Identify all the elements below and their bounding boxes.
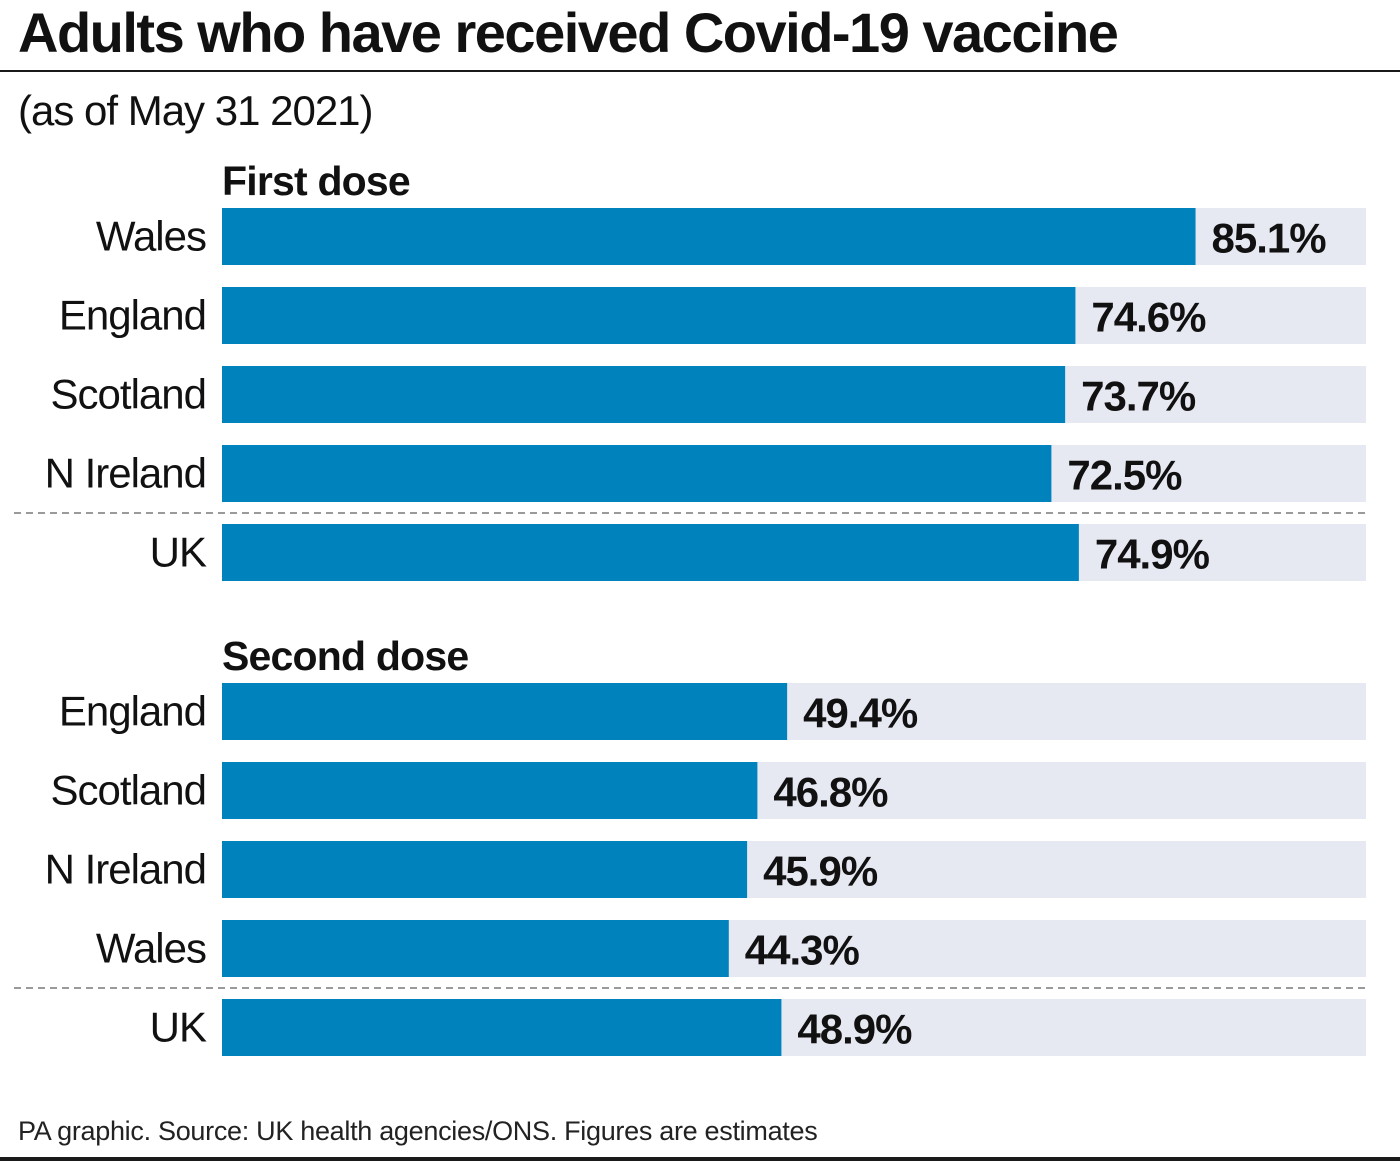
value-label-scotland: 73.7% [1081, 373, 1196, 420]
bar-scotland [222, 366, 1066, 423]
category-label-wales: Wales [96, 925, 206, 972]
bottom-rule [0, 1157, 1400, 1161]
value-label-n-ireland: 45.9% [763, 848, 878, 895]
bar-wales [222, 208, 1196, 265]
category-label-england: England [59, 292, 206, 339]
title-rule [0, 70, 1400, 72]
category-label-england: England [59, 688, 206, 735]
bar-scotland [222, 762, 758, 819]
chart-subtitle: (as of May 31 2021) [18, 87, 374, 134]
section-title: First dose [222, 158, 410, 204]
category-label-uk: UK [150, 529, 207, 576]
category-label-n-ireland: N Ireland [45, 450, 206, 497]
value-label-wales: 85.1% [1212, 215, 1327, 262]
value-label-england: 49.4% [803, 690, 918, 737]
bar-uk [222, 999, 782, 1056]
value-label-england: 74.6% [1091, 294, 1206, 341]
bar-n-ireland [222, 445, 1052, 502]
chart-title: Adults who have received Covid-19 vaccin… [18, 1, 1119, 64]
source-footnote: PA graphic. Source: UK health agencies/O… [18, 1116, 818, 1146]
category-label-scotland: Scotland [51, 371, 206, 418]
bar-uk [222, 524, 1079, 581]
value-label-scotland: 46.8% [773, 769, 888, 816]
category-label-scotland: Scotland [51, 767, 206, 814]
bar-wales [222, 920, 729, 977]
category-label-wales: Wales [96, 213, 206, 260]
section-title: Second dose [222, 633, 468, 679]
value-label-wales: 44.3% [745, 927, 860, 974]
category-label-uk: UK [150, 1004, 207, 1051]
value-label-uk: 74.9% [1095, 531, 1210, 578]
bar-n-ireland [222, 841, 748, 898]
value-label-n-ireland: 72.5% [1067, 452, 1182, 499]
bar-england [222, 287, 1076, 344]
category-label-n-ireland: N Ireland [45, 846, 206, 893]
value-label-uk: 48.9% [797, 1006, 912, 1053]
bar-england [222, 683, 788, 740]
